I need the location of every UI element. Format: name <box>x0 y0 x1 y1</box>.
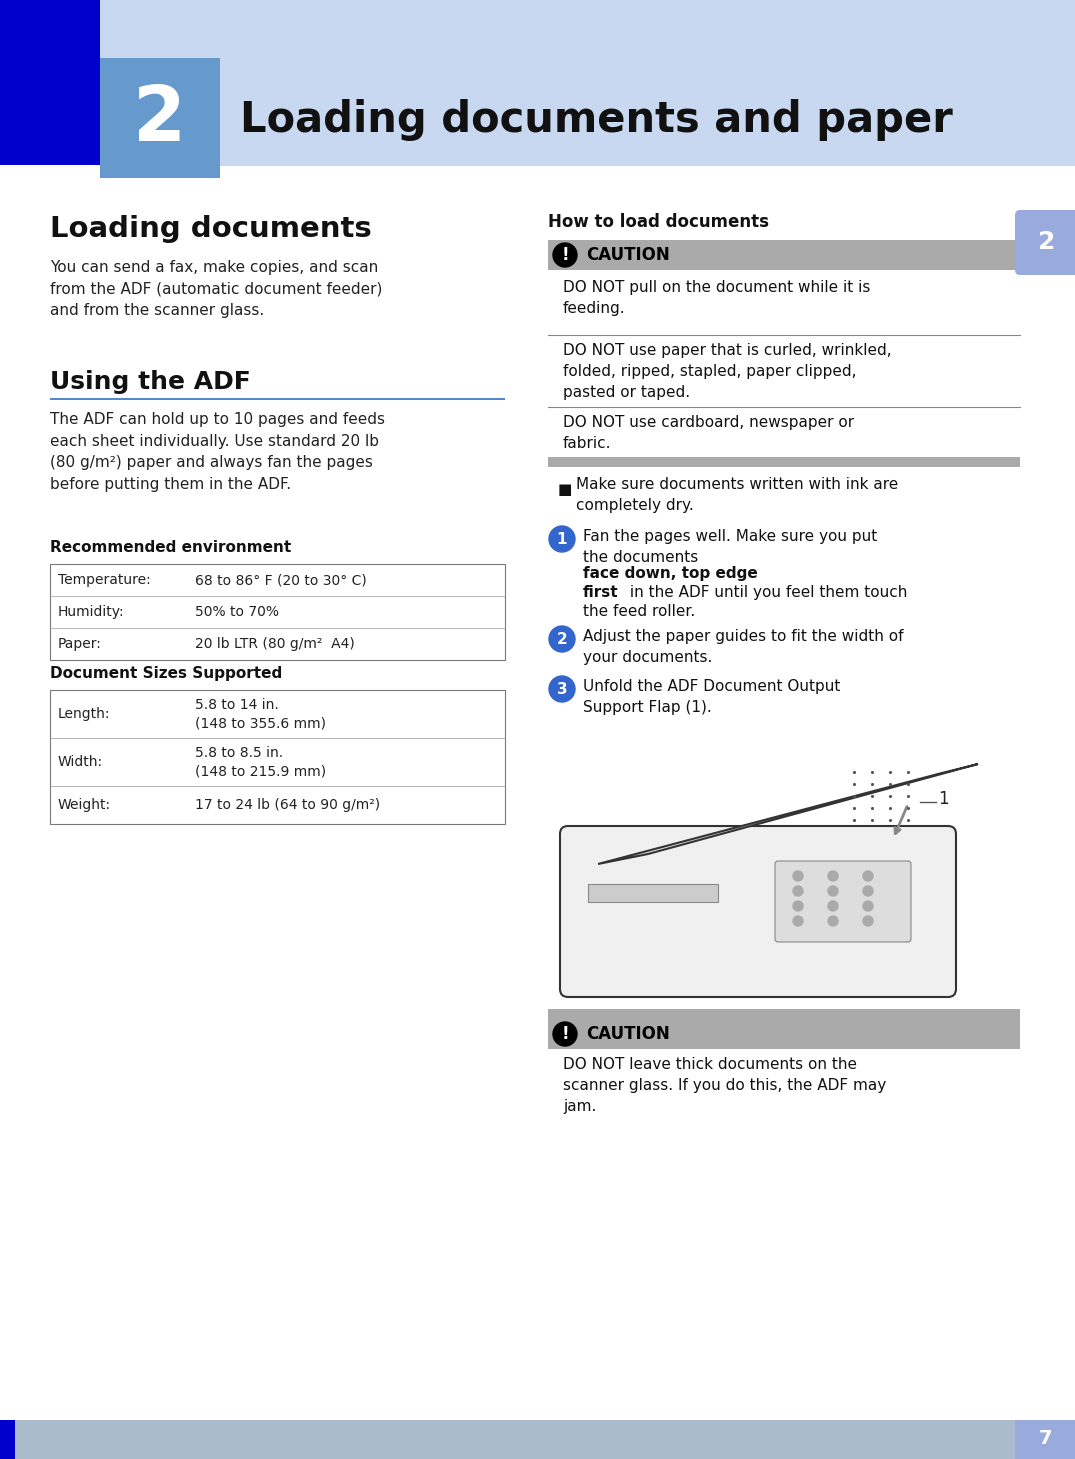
Circle shape <box>828 871 838 881</box>
Text: How to load documents: How to load documents <box>548 213 769 231</box>
Text: Fan the pages well. Make sure you put
the documents: Fan the pages well. Make sure you put th… <box>583 530 877 565</box>
FancyBboxPatch shape <box>560 826 956 996</box>
Text: CAUTION: CAUTION <box>586 1026 670 1043</box>
FancyBboxPatch shape <box>775 861 911 943</box>
Text: DO NOT use paper that is curled, wrinkled,
folded, ripped, stapled, paper clippe: DO NOT use paper that is curled, wrinkle… <box>563 343 891 400</box>
Text: CAUTION: CAUTION <box>586 247 670 264</box>
Text: Recommended environment: Recommended environment <box>51 540 291 554</box>
Circle shape <box>793 886 803 896</box>
Text: 20 lb LTR (80 g/m²  A4): 20 lb LTR (80 g/m² A4) <box>195 638 355 651</box>
FancyBboxPatch shape <box>548 1018 1020 1049</box>
Circle shape <box>553 1021 577 1046</box>
FancyBboxPatch shape <box>51 690 505 824</box>
FancyBboxPatch shape <box>0 178 1075 1420</box>
Text: the feed roller.: the feed roller. <box>583 604 696 619</box>
FancyBboxPatch shape <box>100 58 220 178</box>
Text: You can send a fax, make copies, and scan
from the ADF (automatic document feede: You can send a fax, make copies, and sca… <box>51 260 383 318</box>
FancyBboxPatch shape <box>1015 210 1075 274</box>
FancyBboxPatch shape <box>0 0 1075 58</box>
FancyBboxPatch shape <box>51 565 505 659</box>
FancyBboxPatch shape <box>100 58 1075 166</box>
Text: !: ! <box>561 247 569 264</box>
Text: DO NOT pull on the document while it is
feeding.: DO NOT pull on the document while it is … <box>563 280 871 317</box>
Text: 3: 3 <box>557 681 568 696</box>
FancyBboxPatch shape <box>0 0 100 165</box>
Text: Loading documents and paper: Loading documents and paper <box>240 99 952 142</box>
Text: 2: 2 <box>1038 231 1056 254</box>
FancyBboxPatch shape <box>548 457 1020 467</box>
Text: 1: 1 <box>938 789 948 808</box>
Text: Loading documents: Loading documents <box>51 214 372 244</box>
FancyBboxPatch shape <box>51 398 505 400</box>
Text: Paper:: Paper: <box>58 638 102 651</box>
Text: Adjust the paper guides to fit the width of
your documents.: Adjust the paper guides to fit the width… <box>583 629 903 665</box>
Circle shape <box>828 886 838 896</box>
Text: Using the ADF: Using the ADF <box>51 371 250 394</box>
Text: 2: 2 <box>557 632 568 646</box>
Text: 5.8 to 8.5 in.
(148 to 215.9 mm): 5.8 to 8.5 in. (148 to 215.9 mm) <box>195 746 326 778</box>
Text: Humidity:: Humidity: <box>58 605 125 619</box>
Text: DO NOT use cardboard, newspaper or
fabric.: DO NOT use cardboard, newspaper or fabri… <box>563 414 855 451</box>
Circle shape <box>793 871 803 881</box>
Text: first: first <box>583 585 618 600</box>
Circle shape <box>863 871 873 881</box>
Circle shape <box>863 902 873 910</box>
FancyBboxPatch shape <box>548 239 1020 270</box>
Text: in the ADF until you feel them touch: in the ADF until you feel them touch <box>625 585 907 600</box>
Text: face down, top edge: face down, top edge <box>583 566 758 581</box>
Circle shape <box>549 527 575 552</box>
Circle shape <box>828 916 838 926</box>
Text: 5.8 to 14 in.
(148 to 355.6 mm): 5.8 to 14 in. (148 to 355.6 mm) <box>195 697 326 730</box>
Text: 1: 1 <box>557 531 568 547</box>
Circle shape <box>828 902 838 910</box>
Text: ■: ■ <box>558 481 572 498</box>
Text: Temperature:: Temperature: <box>58 573 150 587</box>
Text: Length:: Length: <box>58 708 111 721</box>
Circle shape <box>863 916 873 926</box>
Text: 50% to 70%: 50% to 70% <box>195 605 280 619</box>
Circle shape <box>793 902 803 910</box>
FancyBboxPatch shape <box>0 1420 1075 1459</box>
Text: Document Sizes Supported: Document Sizes Supported <box>51 665 283 681</box>
FancyBboxPatch shape <box>588 884 718 902</box>
Text: 7: 7 <box>1038 1430 1051 1449</box>
FancyBboxPatch shape <box>0 1420 15 1459</box>
Text: Make sure documents written with ink are
completely dry.: Make sure documents written with ink are… <box>576 477 899 514</box>
Text: 68 to 86° F (20 to 30° C): 68 to 86° F (20 to 30° C) <box>195 573 367 587</box>
Circle shape <box>793 916 803 926</box>
Text: DO NOT leave thick documents on the
scanner glass. If you do this, the ADF may
j: DO NOT leave thick documents on the scan… <box>563 1056 886 1115</box>
Text: 17 to 24 lb (64 to 90 g/m²): 17 to 24 lb (64 to 90 g/m²) <box>195 798 381 813</box>
FancyBboxPatch shape <box>548 1010 1020 1018</box>
Circle shape <box>549 626 575 652</box>
Text: Unfold the ADF Document Output
Support Flap (1).: Unfold the ADF Document Output Support F… <box>583 678 841 715</box>
Circle shape <box>549 676 575 702</box>
Text: !: ! <box>561 1026 569 1043</box>
Text: Weight:: Weight: <box>58 798 111 813</box>
Circle shape <box>863 886 873 896</box>
Text: 2: 2 <box>133 83 187 158</box>
Text: Width:: Width: <box>58 754 103 769</box>
Text: The ADF can hold up to 10 pages and feeds
each sheet individually. Use standard : The ADF can hold up to 10 pages and feed… <box>51 411 385 492</box>
FancyBboxPatch shape <box>1015 1420 1075 1459</box>
Circle shape <box>553 244 577 267</box>
Polygon shape <box>598 765 978 864</box>
